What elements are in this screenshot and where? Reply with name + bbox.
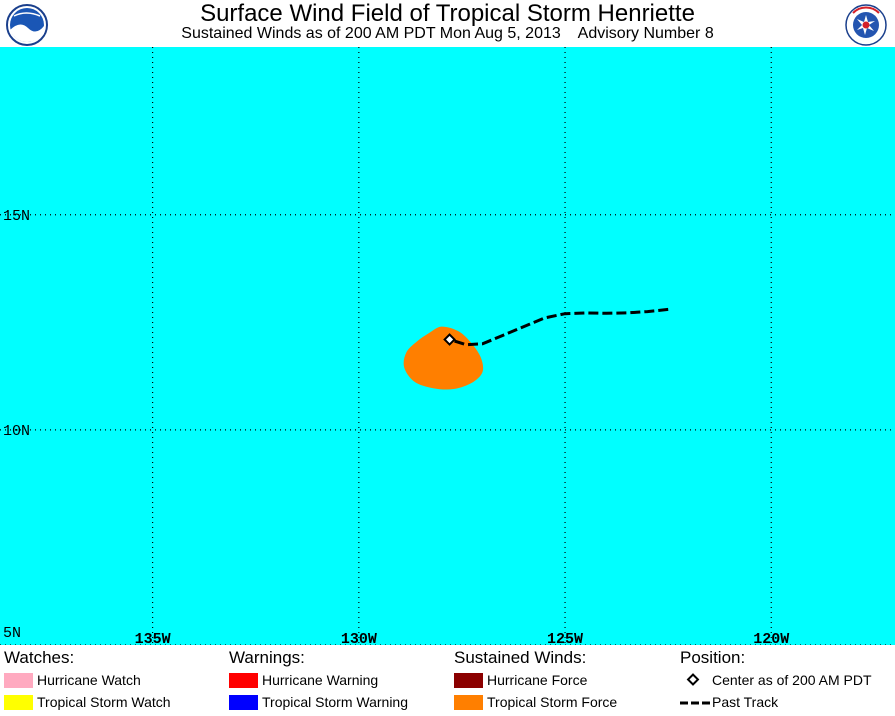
- legend-label: Hurricane Watch: [37, 672, 141, 688]
- legend-warnings: Warnings: Hurricane Warning Tropical Sto…: [229, 647, 449, 716]
- legend-label: Tropical Storm Watch: [37, 694, 171, 710]
- legend-label: Past Track: [712, 694, 779, 710]
- past-track-dash-icon: [680, 701, 710, 704]
- latitude-label: 5N: [3, 625, 21, 642]
- legend-item: Hurricane Watch: [4, 669, 224, 691]
- longitude-label: 120W: [753, 631, 789, 645]
- center-diamond-icon: [686, 672, 700, 686]
- legend-label: Tropical Storm Force: [487, 694, 618, 710]
- legend-warnings-heading: Warnings:: [229, 648, 305, 667]
- latitude-label: 15N: [3, 208, 30, 225]
- lat-lon-grid: [0, 47, 895, 645]
- tropical-storm-watch-swatch: [4, 694, 33, 710]
- tropical-storm-force-swatch: [454, 694, 483, 710]
- latitude-labels: 15N 10N 5N: [3, 208, 30, 642]
- hurricane-watch-swatch: [4, 672, 33, 688]
- legend-item: Hurricane Warning: [229, 669, 449, 691]
- past-track-line: [449, 307, 669, 347]
- longitude-label: 135W: [135, 631, 171, 645]
- hurricane-force-swatch: [454, 672, 483, 688]
- legend-item: Hurricane Force: [454, 669, 674, 691]
- legend-position: Position: Center as of 200 AM PDT Past T…: [680, 647, 892, 716]
- map-title: Surface Wind Field of Tropical Storm Hen…: [200, 0, 695, 27]
- storm-map: 135W 130W 125W 120W 15N 10N 5N: [0, 47, 895, 645]
- nws-logo-icon: [845, 4, 887, 46]
- hurricane-warning-swatch: [229, 672, 258, 688]
- legend-label: Center as of 200 AM PDT: [712, 672, 872, 688]
- map-subtitle: Sustained Winds as of 200 AM PDT Mon Aug…: [181, 25, 714, 42]
- noaa-logo-icon: [6, 4, 48, 46]
- storm-center-marker-icon: [443, 333, 456, 346]
- legend-item: Past Track: [680, 691, 892, 713]
- legend-winds-heading: Sustained Winds:: [454, 648, 587, 667]
- latitude-label: 10N: [3, 423, 30, 440]
- legend-item: Tropical Storm Force: [454, 691, 674, 713]
- legend-item: Tropical Storm Warning: [229, 691, 449, 713]
- legend-winds: Sustained Winds: Hurricane Force Tropica…: [454, 647, 674, 716]
- legend-label: Tropical Storm Warning: [262, 694, 409, 710]
- longitude-label: 125W: [547, 631, 583, 645]
- legend-item: Tropical Storm Watch: [4, 691, 224, 713]
- legend-label: Hurricane Force: [487, 672, 588, 688]
- legend-watches-heading: Watches:: [4, 648, 75, 667]
- legend-label: Hurricane Warning: [262, 672, 379, 688]
- legend-position-heading: Position:: [680, 648, 746, 667]
- legend-watches: Watches: Hurricane Watch Tropical Storm …: [4, 647, 224, 716]
- tropical-storm-warning-swatch: [229, 694, 258, 710]
- longitude-label: 130W: [341, 631, 377, 645]
- longitude-labels: 135W 130W 125W 120W: [135, 631, 790, 645]
- legend-item: Center as of 200 AM PDT: [680, 669, 892, 691]
